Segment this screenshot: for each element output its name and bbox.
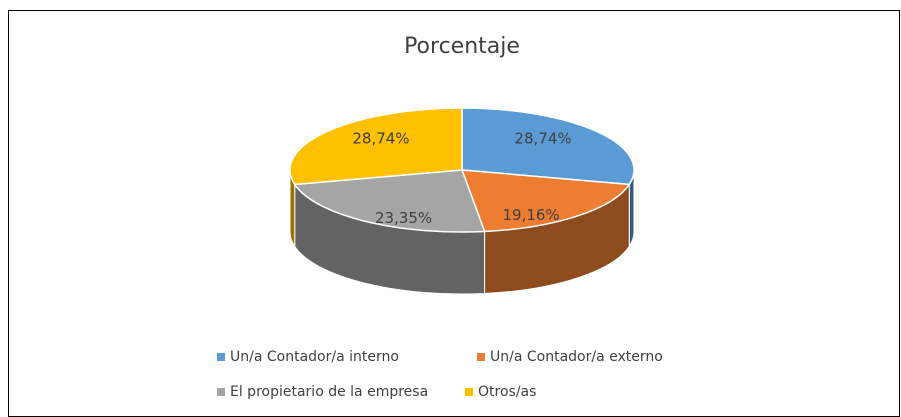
legend-swatch <box>465 388 473 396</box>
legend-swatch <box>217 388 225 396</box>
chart-title: Porcentaje <box>404 34 520 59</box>
legend-label: Otros/as <box>478 384 536 400</box>
legend-swatch <box>477 353 485 361</box>
data-label: 28,74% <box>352 129 409 147</box>
slice <box>460 169 631 233</box>
legend-label: Un/a Contador/a externo <box>490 349 663 365</box>
legend-label: El propietario de la empresa <box>230 384 428 400</box>
data-label: 28,74% <box>514 129 571 147</box>
data-label: 23,35% <box>375 209 432 227</box>
legend-label: Un/a Contador/a interno <box>230 349 399 365</box>
legend-swatch <box>217 353 225 361</box>
slice <box>289 107 463 186</box>
slice <box>461 107 635 186</box>
data-label: 19,16% <box>502 206 559 224</box>
slice <box>293 169 486 233</box>
